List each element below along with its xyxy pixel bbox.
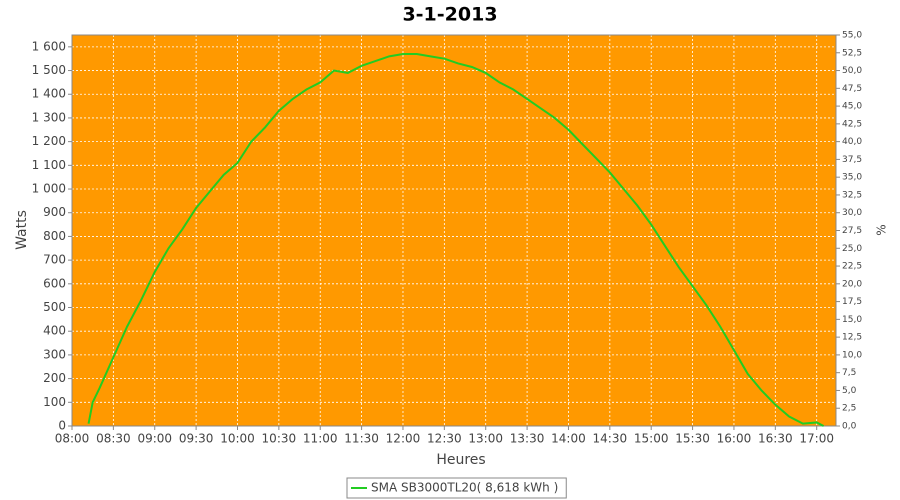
y2-tick-label: 42,5 — [842, 119, 862, 129]
x-tick-label: 08:30 — [96, 432, 131, 446]
y2-tick-label: 40,0 — [842, 137, 862, 147]
y2-tick-label: 30,0 — [842, 208, 862, 218]
y-tick-label: 1 400 — [32, 87, 66, 101]
x-tick-label: 16:00 — [717, 432, 752, 446]
x-tick-label: 09:30 — [179, 432, 214, 446]
y2-tick-label: 25,0 — [842, 244, 862, 254]
y-tick-label: 500 — [43, 300, 66, 314]
y-tick-label: 600 — [43, 276, 66, 290]
x-tick-label: 13:00 — [468, 432, 503, 446]
y2-tick-label: 5,0 — [842, 386, 857, 396]
x-tick-label: 14:30 — [593, 432, 628, 446]
y-tick-label: 1 500 — [32, 63, 66, 77]
x-tick-label: 08:00 — [55, 432, 90, 446]
y2-tick-label: 17,5 — [842, 297, 862, 307]
x-tick-label: 12:00 — [386, 432, 421, 446]
y2-tick-label: 27,5 — [842, 226, 862, 236]
y2-tick-label: 12,5 — [842, 333, 862, 343]
x-tick-label: 11:30 — [344, 432, 379, 446]
y-tick-label: 300 — [43, 347, 66, 361]
x-tick-label: 10:30 — [262, 432, 297, 446]
y-tick-label: 900 — [43, 205, 66, 219]
x-tick-label: 14:00 — [551, 432, 586, 446]
y2-tick-label: 32,5 — [842, 190, 862, 200]
y-tick-label: 200 — [43, 371, 66, 385]
y2-tick-label: 10,0 — [842, 350, 862, 360]
y-tick-label: 1 100 — [32, 158, 66, 172]
y-tick-label: 1 200 — [32, 134, 66, 148]
plot-border — [71, 34, 837, 427]
plot-background — [72, 35, 836, 426]
y2-tick-label: 7,5 — [842, 368, 856, 378]
y-tick-label: 0 — [58, 419, 66, 433]
legend-label: SMA SB3000TL20( 8,618 kWh ) — [371, 481, 558, 495]
x-tick-label: 09:00 — [137, 432, 172, 446]
legend-box — [346, 477, 567, 499]
y-tick-label: 700 — [43, 253, 66, 267]
y2-tick-label: 37,5 — [842, 155, 862, 165]
y2-tick-label: 2,5 — [842, 404, 856, 414]
x-axis-title: Heures — [436, 452, 485, 468]
x-tick-label: 16:30 — [758, 432, 793, 446]
y2-tick-label: 55,0 — [842, 31, 862, 41]
y2-tick-label: 45,0 — [842, 102, 862, 112]
y-tick-label: 1 300 — [32, 110, 66, 124]
legend: SMA SB3000TL20( 8,618 kWh ) — [346, 477, 567, 499]
chart-title: 3-1-2013 — [402, 4, 497, 26]
y2-tick-label: 52,5 — [842, 48, 862, 58]
y2-tick-label: 47,5 — [842, 84, 862, 94]
y-tick-label: 400 — [43, 324, 66, 338]
y-tick-label: 1 000 — [32, 182, 66, 196]
y2-tick-label: 20,0 — [842, 279, 862, 289]
data-line — [87, 52, 825, 427]
y2-axis-title: % — [875, 224, 889, 235]
x-tick-label: 10:00 — [220, 432, 255, 446]
y-tick-label: 100 — [43, 395, 66, 409]
x-tick-label: 11:00 — [303, 432, 338, 446]
x-tick-label: 15:30 — [675, 432, 710, 446]
y-tick-label: 1 600 — [32, 39, 66, 53]
y2-tick-label: 35,0 — [842, 173, 862, 183]
y-tick-label: 800 — [43, 229, 66, 243]
y2-tick-label: 15,0 — [842, 315, 862, 325]
y-axis-title: Watts — [14, 210, 30, 250]
y2-tick-label: 0,0 — [842, 422, 857, 432]
y2-tick-label: 50,0 — [842, 66, 862, 76]
x-tick-label: 12:30 — [427, 432, 462, 446]
x-tick-label: 17:00 — [799, 432, 834, 446]
y2-tick-label: 22,5 — [842, 262, 862, 272]
x-tick-label: 13:30 — [510, 432, 545, 446]
x-tick-label: 15:00 — [634, 432, 669, 446]
